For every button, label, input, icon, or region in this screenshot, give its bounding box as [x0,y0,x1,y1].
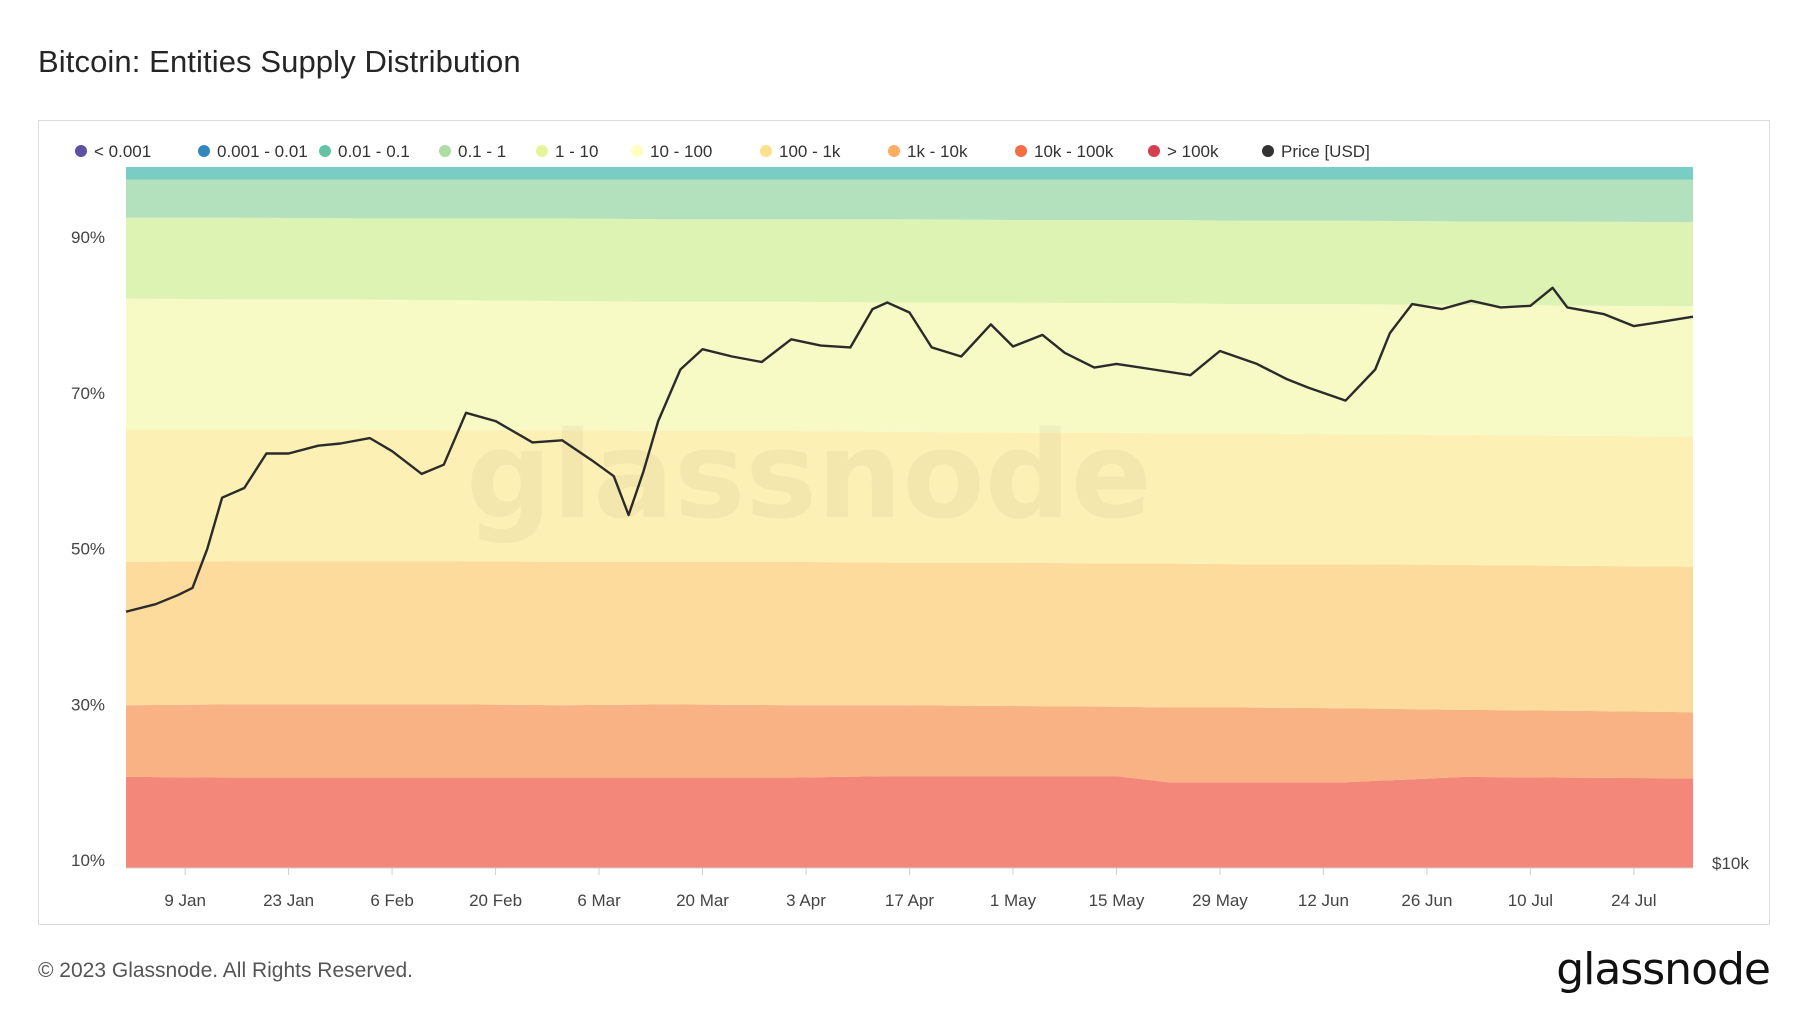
y-tick-label: 10% [71,851,105,870]
x-tick-label: 9 Jan [164,891,206,910]
y-tick-label: 30% [71,695,105,714]
legend-item-100k[interactable]: > 100k [1148,142,1219,161]
y-axis-right: $10k [1712,854,1749,873]
band-100-1k [126,429,1693,567]
legend-item-price-usd[interactable]: Price [USD] [1262,142,1370,161]
legend-label: 0.001 - 0.01 [217,142,308,161]
legend-item-1k-10k[interactable]: 1k - 10k [888,142,968,161]
legend-marker [1148,145,1160,157]
supply-bands [126,167,1693,868]
legend-item-0-001[interactable]: < 0.001 [75,142,151,161]
page-title: Bitcoin: Entities Supply Distribution [38,44,521,79]
y-tick-label: 70% [71,384,105,403]
legend-marker [1262,145,1274,157]
x-tick-label: 10 Jul [1508,891,1553,910]
x-tick-label: 24 Jul [1611,891,1656,910]
legend-label: 10k - 100k [1034,142,1114,161]
watermark: glassnode [466,407,1152,546]
x-tick-label: 26 Jun [1401,891,1452,910]
x-tick-label: 17 Apr [885,891,934,910]
legend-label: > 100k [1167,142,1219,161]
legend: < 0.001 0.001 - 0.01 0.01 - 0.1 0.1 - 1 1 - … [75,142,1370,161]
x-tick-label: 15 May [1089,891,1145,910]
legend-label: 0.1 - 1 [458,142,506,161]
band-100k [126,776,1693,868]
legend-marker [888,145,900,157]
legend-item-10-100[interactable]: 10 - 100 [631,142,712,161]
x-tick-label: 23 Jan [263,891,314,910]
x-tick-label: 3 Apr [786,891,826,910]
legend-label: 100 - 1k [779,142,841,161]
x-tick-label: 6 Mar [577,891,621,910]
glassnode-logo[interactable]: glassnode [1556,944,1771,995]
price-line-group [125,286,1694,613]
legend-marker [536,145,548,157]
y-tick-label: 50% [71,540,105,559]
legend-item-0-001-0-01[interactable]: 0.001 - 0.01 [198,142,308,161]
legend-label: 10 - 100 [650,142,712,161]
band-10-100 [126,298,1693,437]
x-tick-label: 20 Mar [676,891,729,910]
band-10k-100k [126,704,1693,783]
copyright-text: © 2023 Glassnode. All Rights Reserved. [38,959,414,982]
legend-item-0-1-1[interactable]: 0.1 - 1 [439,142,506,161]
x-tick-label: 20 Feb [469,891,522,910]
band-0-1-1 [126,179,1693,223]
legend-label: 1 - 10 [555,142,598,161]
price-line [125,286,1694,613]
x-tick-label: 6 Feb [370,891,413,910]
x-tick-label: 29 May [1192,891,1248,910]
legend-label: Price [USD] [1281,142,1370,161]
legend-marker [439,145,451,157]
legend-marker [760,145,772,157]
y-right-tick-label: $10k [1712,854,1749,873]
y-tick-label: 90% [71,228,105,247]
band-0-01-0-1 [126,167,1693,180]
chart-card: < 0.001 0.001 - 0.01 0.01 - 0.1 0.1 - 1 1 - … [38,120,1770,925]
legend-marker [631,145,643,157]
legend-item-10k-100k[interactable]: 10k - 100k [1015,142,1114,161]
legend-marker [75,145,87,157]
x-tick-label: 12 Jun [1298,891,1349,910]
legend-marker [198,145,210,157]
legend-item-0-01-0-1[interactable]: 0.01 - 0.1 [319,142,410,161]
legend-label: 1k - 10k [907,142,968,161]
legend-marker [319,145,331,157]
band-1k-10k [126,561,1693,713]
legend-item-1-10[interactable]: 1 - 10 [536,142,598,161]
band-1-10 [126,217,1693,307]
legend-item-100-1k[interactable]: 100 - 1k [760,142,841,161]
legend-marker [1015,145,1027,157]
chart-svg: < 0.001 0.001 - 0.01 0.01 - 0.1 0.1 - 1 1 - … [71,142,1749,910]
legend-label: < 0.001 [94,142,151,161]
legend-label: 0.01 - 0.1 [338,142,410,161]
x-axis: 9 Jan 23 Jan 6 Feb 20 Feb 6 Mar 20 Mar 3 Apr 17… [126,867,1693,910]
y-axis-left: 10% 30% 50% 70% 90% [71,228,105,870]
x-tick-label: 1 May [990,891,1037,910]
